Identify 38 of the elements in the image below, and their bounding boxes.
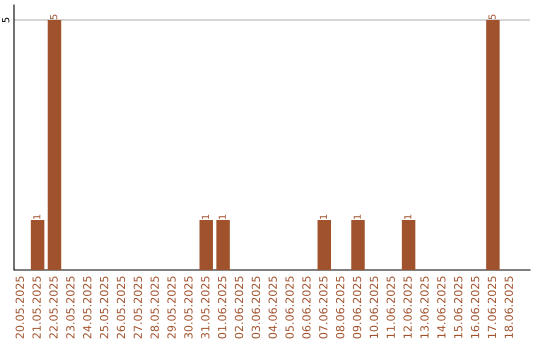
data-label: 1 xyxy=(320,214,327,219)
x-tick-label: 16.06.2025 xyxy=(470,276,480,338)
x-tick-label: 08.06.2025 xyxy=(336,276,344,338)
x-tick-label: 31.05.2025 xyxy=(201,276,210,338)
data-label: 1 xyxy=(354,214,361,219)
x-tick-label: 25.05.2025 xyxy=(100,276,108,338)
x-tick-label: 03.06.2025 xyxy=(252,276,260,338)
x-tick-label: 27.05.2025 xyxy=(134,276,142,338)
x-tick-label: 12.06.2025 xyxy=(403,276,412,338)
x-tick-label: 17.06.2025 xyxy=(488,276,496,338)
x-tick-label: 04.06.2025 xyxy=(268,276,277,338)
x-tick-label: 30.05.2025 xyxy=(184,276,193,338)
x-tick-label: 13.06.2025 xyxy=(420,276,429,338)
x-tick-label: 11.06.2025 xyxy=(386,276,395,338)
x-tick-label: 23.05.2025 xyxy=(66,276,75,338)
data-label: 1 xyxy=(404,214,412,219)
x-tick-label: 10.06.2025 xyxy=(370,276,378,338)
x-tick-label: 26.05.2025 xyxy=(116,276,126,338)
x-tick-label: 21.05.2025 xyxy=(32,276,41,338)
x-tick-label: 07.06.2025 xyxy=(319,276,328,338)
x-tick-label: 05.06.2025 xyxy=(285,276,294,338)
data-label: 1 xyxy=(218,214,226,219)
x-tick-label: 29.05.2025 xyxy=(167,276,176,338)
data-label: 1 xyxy=(33,214,40,219)
x-tick-label: 14.06.2025 xyxy=(437,276,446,338)
x-tick-label: 09.06.2025 xyxy=(352,276,362,338)
x-tick-label: 24.05.2025 xyxy=(83,276,92,338)
x-tick-label: 22.05.2025 xyxy=(49,276,58,338)
x-tick-label: 20.05.2025 xyxy=(16,276,24,338)
x-tick-label: 02.06.2025 xyxy=(234,276,244,338)
x-tick-label: 28.05.2025 xyxy=(150,276,159,338)
x-tick-label: 15.06.2025 xyxy=(454,276,462,338)
x-tick-label: 18.06.2025 xyxy=(504,276,513,338)
data-label: 1 xyxy=(202,214,209,219)
x-tick-label: 06.06.2025 xyxy=(302,276,311,338)
data-label: 5 xyxy=(50,14,58,20)
data-label: 5 xyxy=(488,14,496,20)
x-tick-label: 01.06.2025 xyxy=(218,276,226,338)
